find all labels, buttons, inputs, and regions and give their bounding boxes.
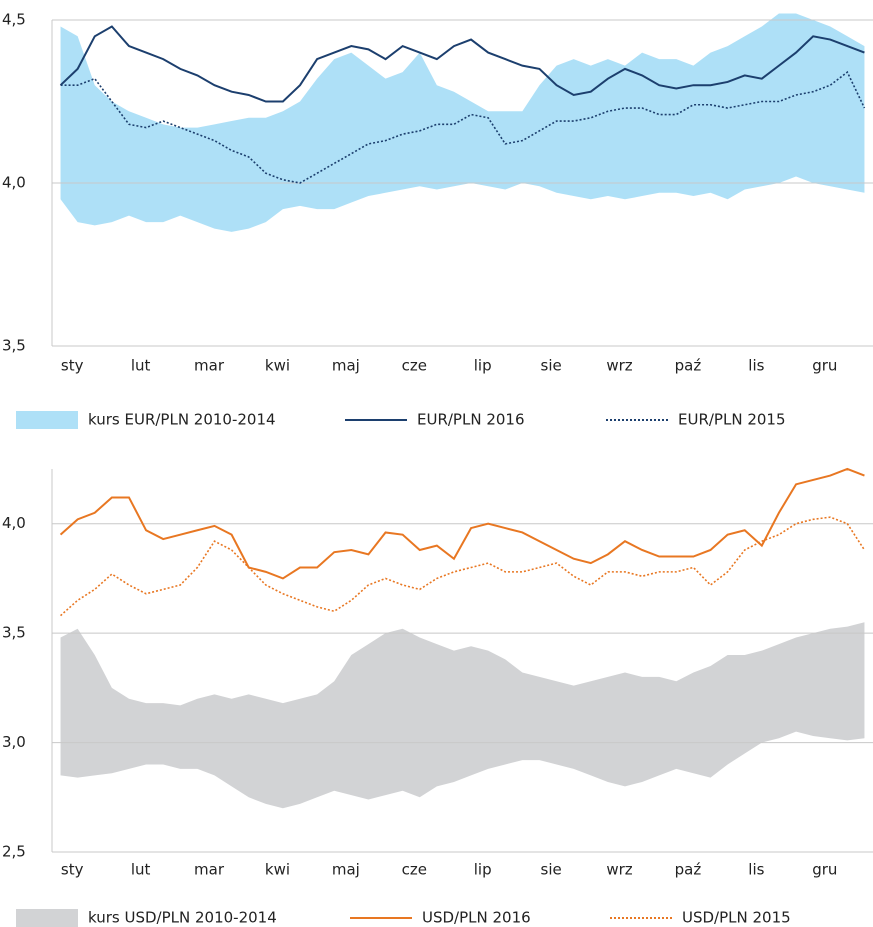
y-tick-label: 3,5 [2, 624, 26, 642]
y-tick-label: 2,5 [2, 843, 26, 861]
x-tick-label: cze [402, 861, 427, 879]
y-tick-label: 3,0 [2, 733, 26, 751]
line-series [59, 25, 865, 103]
x-tick-label: kwi [265, 861, 290, 879]
legend-label: USD/PLN 2016 [422, 909, 531, 927]
band-area [60, 13, 865, 232]
x-tick-label: lut [131, 861, 151, 879]
x-tick-label: lis [748, 357, 764, 375]
x-tick-label: cze [402, 357, 427, 375]
x-tick-label: sie [541, 861, 562, 879]
x-tick-label: lip [474, 861, 492, 879]
x-tick-label: wrz [606, 357, 632, 375]
x-tick-label: sty [61, 357, 84, 375]
y-tick-label: 3,5 [2, 337, 26, 355]
x-tick-label: lip [474, 357, 492, 375]
band-area [60, 622, 865, 809]
x-tick-label: gru [812, 861, 837, 879]
legend-swatch [16, 909, 78, 927]
x-tick-label: sty [61, 861, 84, 879]
line-series [60, 70, 866, 184]
x-tick-label: maj [332, 357, 360, 375]
x-tick-label: gru [812, 357, 837, 375]
x-tick-label: kwi [265, 357, 290, 375]
legend-label: EUR/PLN 2015 [678, 411, 786, 429]
x-tick-label: maj [332, 861, 360, 879]
legend-label: kurs USD/PLN 2010-2014 [88, 909, 277, 927]
line-series [60, 516, 866, 617]
x-tick-label: mar [194, 861, 225, 879]
legend-swatch [16, 411, 78, 429]
x-tick-label: lut [131, 357, 151, 375]
x-tick-label: paź [675, 861, 702, 879]
legend-label: USD/PLN 2015 [682, 909, 791, 927]
y-tick-label: 4,0 [2, 174, 26, 192]
x-tick-label: lis [748, 861, 764, 879]
x-tick-label: paź [675, 357, 702, 375]
x-tick-label: sie [541, 357, 562, 375]
legend-label: EUR/PLN 2016 [417, 411, 525, 429]
x-tick-label: mar [194, 357, 225, 375]
y-tick-label: 4,0 [2, 514, 26, 532]
legend-label: kurs EUR/PLN 2010-2014 [88, 411, 276, 429]
y-tick-label: 4,5 [2, 11, 26, 29]
x-tick-label: wrz [606, 861, 632, 879]
line-series [59, 467, 865, 580]
